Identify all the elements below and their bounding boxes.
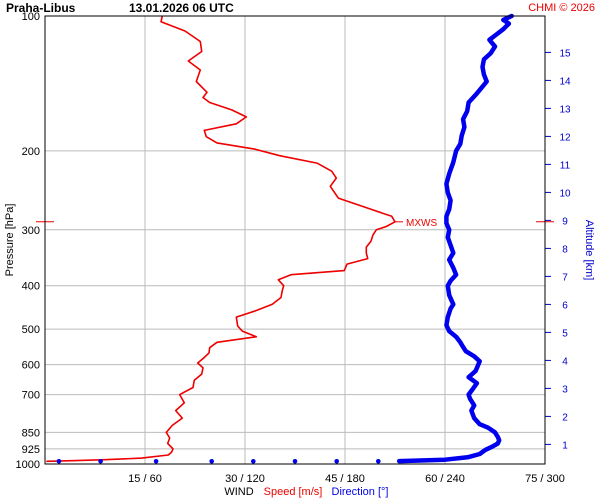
direction-point xyxy=(292,459,298,464)
pressure-tick-label: 300 xyxy=(22,225,40,237)
altitude-axis-label: Altitude [km] xyxy=(583,220,595,281)
pressure-tick-label: 400 xyxy=(22,281,40,293)
direction-point xyxy=(209,459,214,464)
speed-axis-label: Speed [m/s] xyxy=(264,486,323,498)
direction-series-line xyxy=(396,13,514,464)
altitude-tick-label: 1 xyxy=(562,440,568,451)
pressure-tick-label: 600 xyxy=(22,360,40,372)
wind-tick-label: 60 / 240 xyxy=(425,473,465,485)
series-lines xyxy=(46,13,514,464)
pressure-tick-label: 500 xyxy=(22,324,40,336)
direction-point xyxy=(334,459,340,464)
wind-axis-label: WIND xyxy=(224,486,253,498)
wind-tick-label: 15 / 60 xyxy=(128,473,162,485)
wind-tick-label: 30 / 120 xyxy=(225,473,265,485)
direction-point xyxy=(98,459,103,464)
altitude-tick-label: 7 xyxy=(562,272,568,283)
direction-point xyxy=(153,459,159,464)
pressure-tick-label: 1000 xyxy=(16,459,40,471)
altitude-tick-label: 4 xyxy=(562,356,568,367)
pressure-axis-ticks: 100 200 300 400 500 600 700 850 925 1000 xyxy=(16,11,40,471)
pressure-tick-label: 700 xyxy=(22,390,40,402)
altitude-tick-label: 10 xyxy=(559,188,571,199)
altitude-tick-label: 6 xyxy=(562,300,568,311)
altitude-tick-label: 3 xyxy=(562,384,568,395)
pressure-tick-label: 200 xyxy=(22,146,40,158)
direction-point xyxy=(251,459,256,464)
altitude-tick-label: 14 xyxy=(559,76,571,87)
direction-point xyxy=(376,459,381,464)
pressure-tick-label: 925 xyxy=(22,444,40,456)
altitude-tick-label: 8 xyxy=(562,244,568,255)
pressure-axis-label: Pressure [hPa] xyxy=(4,204,16,277)
pressure-tick-label: 850 xyxy=(22,427,40,439)
station-name: Praha-Libus xyxy=(6,1,76,15)
direction-axis-label: Direction [°] xyxy=(332,486,389,498)
wind-tick-label: 75 / 300 xyxy=(525,473,565,485)
max-wind-label: MXWS xyxy=(406,218,437,229)
altitude-tick-label: 11 xyxy=(560,160,571,171)
altitude-tick-label: 15 xyxy=(559,48,571,59)
altitude-tick-label: 2 xyxy=(562,412,568,423)
sounding-datetime: 13.01.2026 06 UTC xyxy=(129,1,234,15)
altitude-tick-label: 12 xyxy=(559,132,571,143)
altitude-tick-label: 5 xyxy=(562,328,568,339)
speed-series-line xyxy=(46,15,396,463)
wind-axis-ticks: 15 / 60 30 / 120 45 / 180 60 / 240 75 / 300 xyxy=(128,473,565,485)
plot-frame xyxy=(44,15,546,465)
altitude-tick-label: 13 xyxy=(559,104,571,115)
altitude-tick-label: 9 xyxy=(562,216,568,227)
credit-text: CHMI © 2026 xyxy=(528,2,595,14)
pressure-tick-label: 100 xyxy=(22,11,40,23)
direction-point xyxy=(56,459,62,464)
wind-tick-label: 45 / 180 xyxy=(325,473,365,485)
